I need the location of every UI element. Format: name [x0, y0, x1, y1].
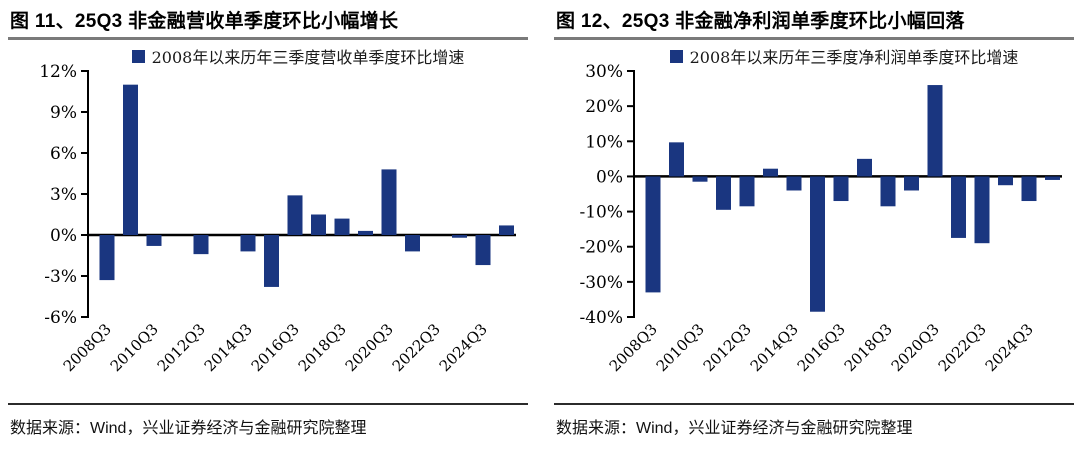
- x-labels: 2008Q32010Q32012Q32014Q32016Q32018Q32020…: [60, 320, 491, 375]
- bar-2016Q3: [287, 195, 303, 235]
- figure-row: 图 11、25Q3 非金融营收单季度环比小幅增长 12% 9% 6% 3% 0% -3% -…: [8, 6, 1074, 438]
- y-tick-label: -6%: [44, 308, 77, 328]
- bar-2014Q3: [786, 176, 802, 191]
- bar-2014Q3: [240, 235, 256, 252]
- bar-2016Q3: [833, 176, 849, 202]
- bar-2015Q3: [810, 176, 825, 312]
- bar-2013Q3: [763, 168, 778, 177]
- x-tick-label: 2008Q3: [606, 320, 661, 375]
- source-rule: [554, 403, 1074, 405]
- y-tick-label: 30%: [585, 62, 623, 82]
- y-tick-label: 0%: [596, 167, 623, 187]
- bar-2023Q3: [452, 235, 467, 238]
- title-rule: [554, 37, 1074, 40]
- bar-2024Q3: [1021, 176, 1037, 202]
- x-tick-label: 2018Q3: [841, 320, 896, 375]
- x-tick-label: 2016Q3: [248, 320, 303, 375]
- y-axis: 12% 9% 6% 3% 0% -3% -6%: [39, 62, 89, 328]
- y-tick-label: 3%: [50, 185, 77, 205]
- bar-2018Q3: [880, 176, 896, 207]
- bar-2021Q3: [951, 176, 966, 238]
- y-tick-label: -40%: [579, 308, 623, 328]
- data-source: 数据来源：Wind，兴业证券经济与金融研究院整理: [10, 420, 367, 437]
- bar-2019Q3: [358, 230, 373, 235]
- bar-2009Q3: [123, 84, 138, 235]
- bar-2017Q3: [311, 214, 326, 235]
- bar-2012Q3: [739, 176, 755, 207]
- chart-area: 30% 20% 10% 0% -10% -20% -30% -40% 2008Q3 2010Q3 2…: [554, 41, 1074, 403]
- bar-chart: 30%20%10%0%-10%-20%-30%-40%2008Q32010Q32…: [579, 62, 1062, 375]
- figure-title: 图 12、25Q3 非金融净利润单季度环比小幅回落: [556, 11, 965, 32]
- bar-2021Q3: [405, 235, 420, 252]
- x-tick-label: 2014Q3: [747, 320, 802, 375]
- y-tick-label: -30%: [579, 273, 623, 293]
- bar-2012Q3: [193, 235, 209, 255]
- bar-2023Q3: [998, 176, 1013, 186]
- source-rule: [8, 403, 528, 405]
- chart-area: 12% 9% 6% 3% 0% -3% -6% 2008Q3 2010Q3 2012Q3 2014Q…: [8, 41, 528, 403]
- bar-2020Q3: [381, 169, 397, 235]
- y-tick-label: 12%: [39, 62, 77, 82]
- bar-2008Q3: [99, 235, 115, 281]
- y-tick-label: 10%: [585, 132, 623, 152]
- bar-2018Q3: [334, 218, 350, 235]
- bars: [645, 85, 1060, 312]
- bar-2017Q3: [857, 158, 872, 177]
- data-source: 数据来源：Wind，兴业证券经济与金融研究院整理: [556, 420, 913, 437]
- bar-2008Q3: [645, 176, 661, 293]
- bar-2025Q3: [499, 225, 514, 235]
- x-tick-label: 2022Q3: [389, 320, 444, 375]
- bar-2019Q3: [904, 176, 919, 191]
- x-tick-label: 2018Q3: [295, 320, 350, 375]
- bar-2011Q3: [716, 176, 731, 210]
- bar-2020Q3: [927, 85, 943, 177]
- x-tick-label: 2022Q3: [935, 320, 990, 375]
- x-tick-label: 2012Q3: [700, 320, 755, 375]
- bar-2025Q3: [1045, 176, 1060, 180]
- bar-2009Q3: [669, 142, 684, 177]
- figure-panel-left: 图 11、25Q3 非金融营收单季度环比小幅增长 12% 9% 6% 3% 0% -3% -…: [8, 6, 528, 438]
- y-tick-label: 6%: [50, 144, 77, 164]
- y-tick-label: -3%: [44, 267, 77, 287]
- y-tick-label: 9%: [50, 103, 77, 123]
- x-tick-label: 2020Q3: [888, 320, 943, 375]
- bars: [99, 84, 514, 287]
- x-tick-label: 2024Q3: [982, 320, 1037, 375]
- figure-panel-right: 图 12、25Q3 非金融净利润单季度环比小幅回落 30% 20% 10% 0% -10…: [554, 6, 1074, 438]
- bar-2010Q3: [146, 235, 162, 246]
- y-tick-label: -20%: [579, 238, 623, 258]
- bar-2010Q3: [692, 176, 708, 182]
- x-tick-label: 2008Q3: [60, 320, 115, 375]
- bar-2022Q3: [974, 176, 990, 244]
- x-tick-label: 2014Q3: [201, 320, 256, 375]
- x-labels: 2008Q32010Q32012Q32014Q32016Q32018Q32020…: [606, 320, 1037, 375]
- figure-title: 图 11、25Q3 非金融营收单季度环比小幅增长: [10, 11, 399, 32]
- x-tick-label: 2020Q3: [342, 320, 397, 375]
- x-tick-label: 2016Q3: [794, 320, 849, 375]
- bar-2024Q3: [475, 235, 491, 266]
- y-tick-label: -10%: [579, 203, 623, 223]
- y-tick-label: 20%: [585, 97, 623, 117]
- y-tick-label: 0%: [50, 226, 77, 246]
- title-rule: [8, 37, 528, 40]
- x-tick-label: 2012Q3: [154, 320, 209, 375]
- x-tick-label: 2024Q3: [436, 320, 491, 375]
- y-axis: 30% 20% 10% 0% -10% -20% -30% -40%: [579, 62, 635, 328]
- bar-chart: 12% 9% 6% 3% 0% -3% -6%2008Q32010Q32012Q32014Q…: [39, 62, 516, 375]
- x-tick-label: 2010Q3: [107, 320, 162, 375]
- x-tick-label: 2010Q3: [653, 320, 708, 375]
- bar-2015Q3: [264, 235, 279, 287]
